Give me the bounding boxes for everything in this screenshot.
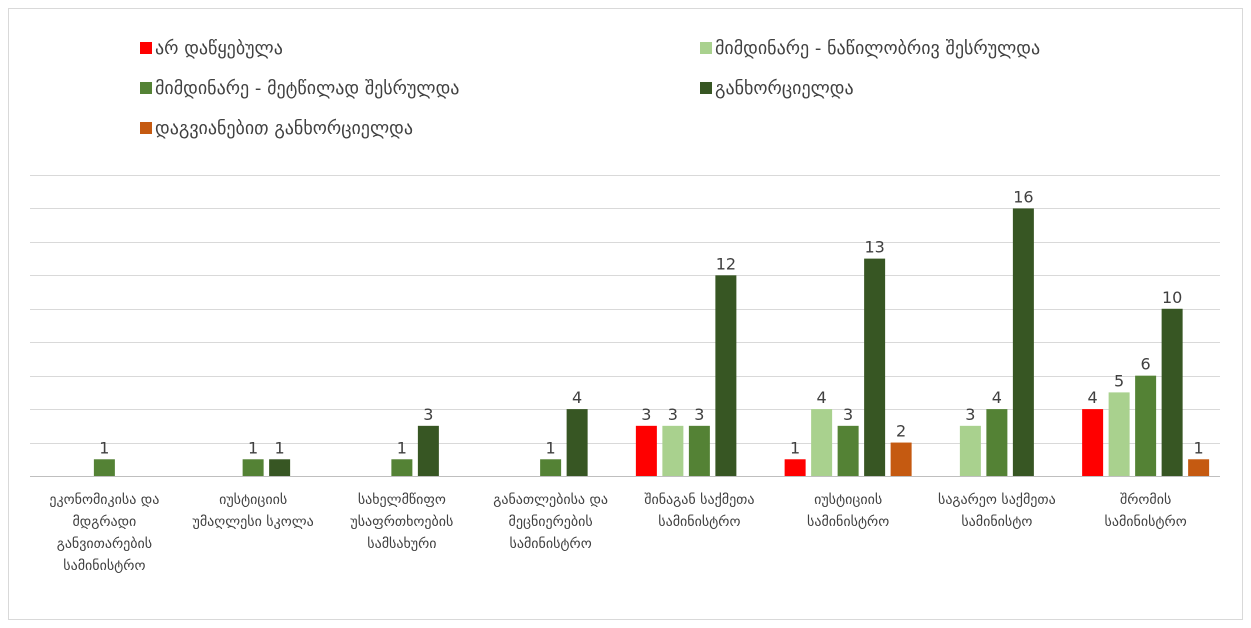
data-label: 2 (896, 422, 906, 441)
x-tick-label: იუსტიციის უმაღლესი სკოლა (192, 492, 314, 530)
bar (784, 459, 806, 476)
legend-swatch (700, 42, 712, 54)
bar (93, 459, 115, 476)
data-label: 4 (817, 388, 827, 407)
chart-frame (8, 8, 1243, 620)
data-label: 5 (1114, 371, 1124, 390)
x-tick-label: შინაგან საქმეთა სამინისტრო (644, 492, 755, 530)
x-tick-label: სახელმწიფო უსაფრთხოების სამსახური (350, 492, 454, 552)
x-tick-label: განათლებისა და მეცნიერების სამინისტრო (493, 492, 609, 552)
data-label: 3 (641, 405, 651, 424)
bar (1135, 375, 1157, 476)
data-label: 10 (1162, 288, 1182, 307)
data-label: 4 (992, 388, 1002, 407)
data-label: 3 (423, 405, 433, 424)
data-label: 1 (275, 438, 285, 457)
legend-swatch (140, 122, 152, 134)
data-label: 1 (790, 438, 800, 457)
bar (566, 409, 588, 476)
bar (959, 425, 981, 476)
bar (540, 459, 562, 476)
bar (715, 275, 737, 476)
data-label: 1 (397, 438, 407, 457)
bar (688, 425, 710, 476)
bar (890, 442, 912, 476)
data-label: 16 (1013, 187, 1033, 206)
data-label: 1 (99, 438, 109, 457)
bar (242, 459, 264, 476)
legend-label: მიმდინარე - ნაწილობრივ შესრულდა (715, 38, 1040, 59)
legend-label: დაგვიანებით განხორციელდა (155, 118, 413, 139)
x-tick-label: ეკონომიკისა და მდგრადი განვითარების სამი… (49, 492, 160, 574)
data-label: 1 (1194, 438, 1204, 457)
x-tick-label: იუსტიციის სამინისტრო (807, 492, 890, 530)
bar (811, 409, 833, 476)
data-label: 3 (668, 405, 678, 424)
legend-swatch (140, 42, 152, 54)
bar (1108, 392, 1130, 476)
legend-label: მიმდინარე - მეტწილად შესრულდა (155, 78, 459, 99)
bar (1188, 459, 1210, 476)
bar (986, 409, 1008, 476)
bar (269, 459, 291, 476)
x-tick-label: შრომის სამინისტრო (1104, 492, 1187, 530)
data-label: 4 (1088, 388, 1098, 407)
data-label: 12 (716, 254, 736, 273)
bar (1082, 409, 1104, 476)
bar (662, 425, 684, 476)
legend-swatch (140, 82, 152, 94)
bar (417, 425, 439, 476)
data-label: 3 (843, 405, 853, 424)
data-label: 6 (1141, 355, 1151, 374)
data-label: 1 (248, 438, 258, 457)
data-label: 3 (965, 405, 975, 424)
data-label: 1 (546, 438, 556, 457)
bar (635, 425, 657, 476)
bar (837, 425, 859, 476)
bar (1012, 208, 1034, 476)
legend-label: არ დაწყებულა (155, 38, 283, 59)
bar (391, 459, 413, 476)
legend-swatch (700, 82, 712, 94)
legend-label: განხორციელდა (715, 78, 854, 99)
bar (864, 258, 886, 476)
data-label: 13 (864, 238, 884, 257)
data-label: 3 (694, 405, 704, 424)
bar (1161, 308, 1183, 476)
data-label: 4 (572, 388, 582, 407)
x-tick-label: საგარეო საქმეთა სამინისტო (938, 492, 1056, 530)
